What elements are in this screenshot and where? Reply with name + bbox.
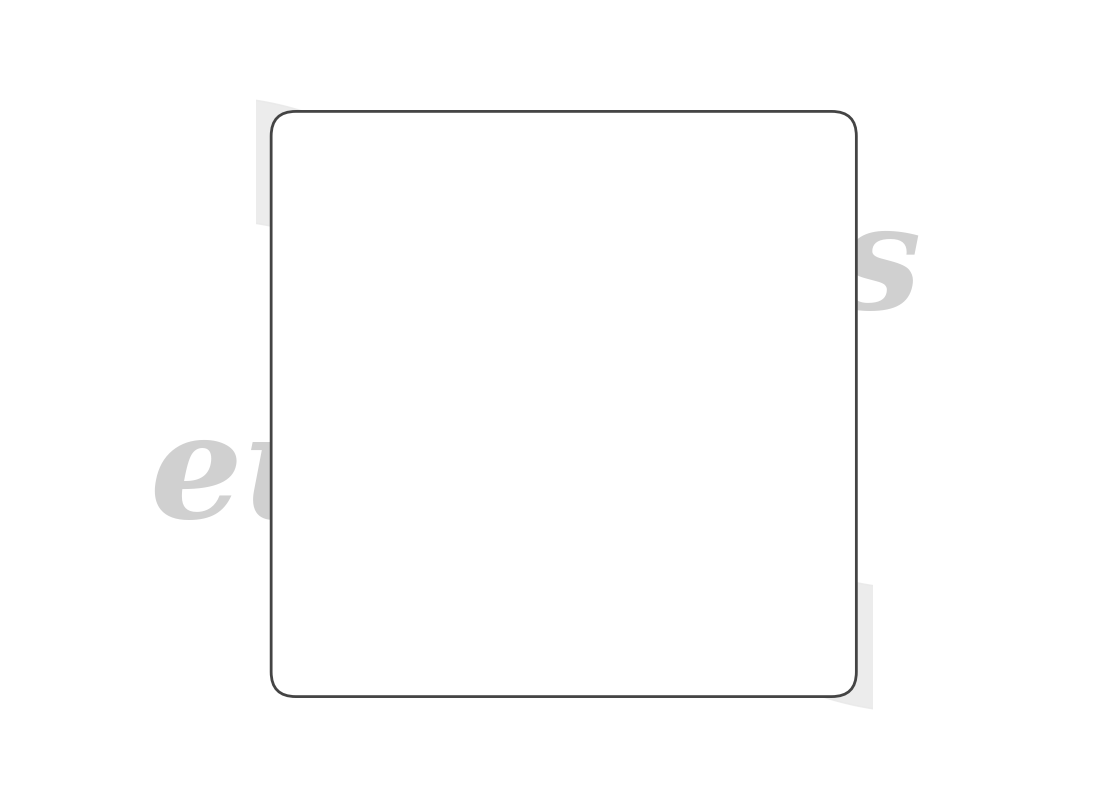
Text: 3: 3 <box>460 302 467 315</box>
FancyBboxPatch shape <box>271 111 856 697</box>
Text: ares: ares <box>575 198 922 339</box>
Text: 1: 1 <box>645 426 652 438</box>
Text: euro: euro <box>150 407 522 549</box>
Text: a passion for parts since 1985: a passion for parts since 1985 <box>460 548 828 660</box>
Text: 2: 2 <box>455 502 463 515</box>
Text: 24: 24 <box>573 541 588 554</box>
Text: 25: 25 <box>448 422 464 435</box>
